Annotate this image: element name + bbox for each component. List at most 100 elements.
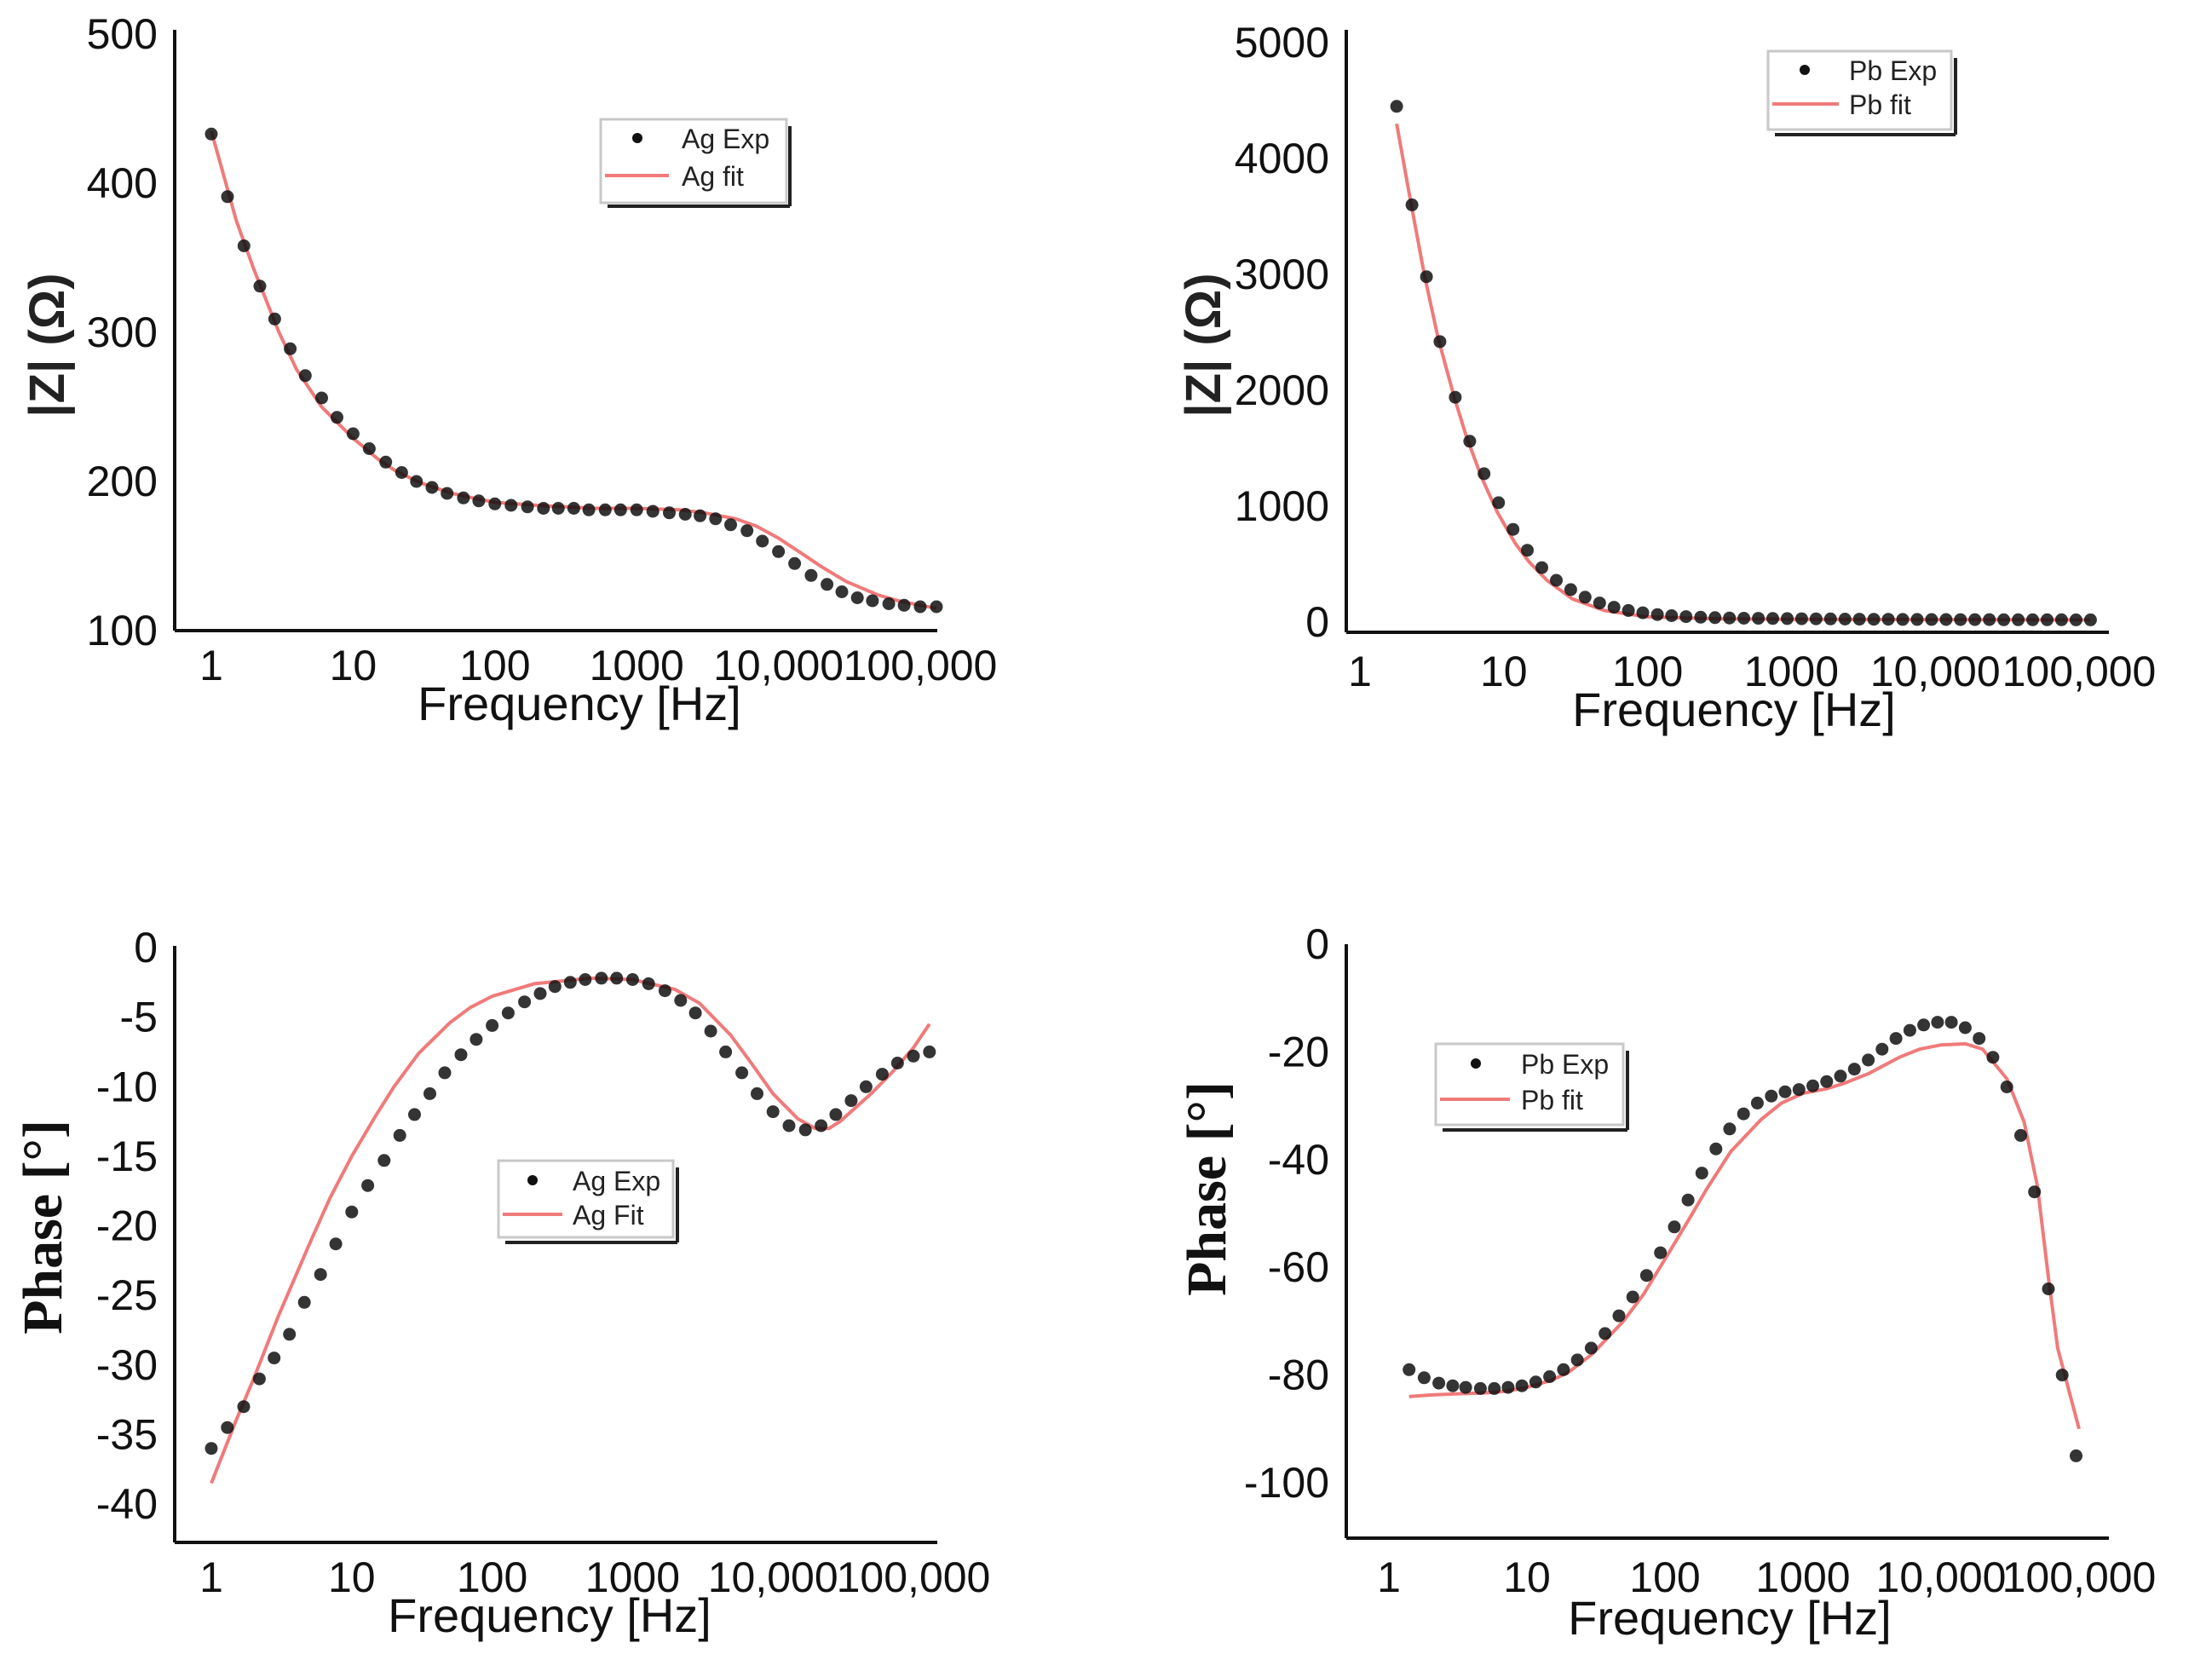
data-point	[548, 980, 562, 994]
legend-box	[1434, 1042, 1625, 1127]
data-point	[1543, 1370, 1557, 1383]
data-point	[393, 1128, 406, 1142]
data-point	[709, 512, 723, 526]
data-point	[1806, 1079, 1819, 1092]
data-point	[844, 1094, 858, 1108]
y-tick-label: -15	[96, 1133, 158, 1180]
data-point	[782, 1119, 796, 1133]
data-point	[1654, 1246, 1668, 1259]
x-tick-label: 100	[1629, 1553, 1700, 1601]
data-point	[1931, 1016, 1944, 1029]
data-point	[756, 534, 769, 548]
data-point	[1958, 1021, 1972, 1035]
data-point	[1492, 496, 1506, 510]
y-tick-label: 0	[1305, 598, 1329, 646]
data-point	[1968, 613, 1982, 626]
data-point	[766, 1105, 780, 1119]
data-point	[408, 1108, 421, 1121]
data-point	[1403, 1363, 1416, 1376]
data-point	[1529, 1375, 1542, 1389]
data-point	[2041, 613, 2054, 626]
data-point	[2083, 613, 2097, 626]
x-tick-label: 100	[457, 1553, 527, 1601]
data-point	[1723, 1122, 1737, 1136]
data-point	[1986, 1051, 2000, 1064]
data-point	[595, 971, 608, 985]
y-tick-label: -80	[1268, 1352, 1329, 1399]
data-point	[1983, 613, 1996, 626]
data-point	[815, 1119, 828, 1133]
data-point	[253, 280, 267, 293]
data-point	[1584, 1341, 1598, 1355]
data-point	[1578, 591, 1592, 604]
data-point	[882, 597, 896, 610]
data-point	[2028, 1185, 2042, 1199]
data-point	[361, 1179, 375, 1192]
data-point	[598, 503, 612, 516]
data-point	[298, 369, 312, 383]
data-point	[1612, 1309, 1626, 1323]
data-point	[1792, 1083, 1806, 1097]
legend-marker-exp	[632, 133, 642, 143]
data-point	[1501, 1380, 1515, 1394]
x-axis-title: Frequency [Hz]	[1568, 1591, 1892, 1645]
data-point	[221, 190, 234, 204]
x-tick-label: 100,000	[837, 1553, 991, 1601]
legend-marker-exp	[1471, 1058, 1481, 1069]
data-point	[1433, 335, 1447, 349]
data-point	[1668, 1220, 1681, 1234]
fit-line-pb-fit	[1395, 123, 2091, 622]
data-point	[719, 1045, 733, 1058]
data-point	[646, 504, 660, 518]
legend-label-exp: Ag Exp	[682, 124, 769, 154]
y-tick-label: 0	[134, 924, 158, 971]
y-tick-label: -25	[96, 1271, 158, 1319]
data-point	[1459, 1380, 1472, 1394]
data-point	[1478, 467, 1491, 481]
data-point	[2014, 1128, 2027, 1142]
data-point	[1944, 1016, 1958, 1029]
chart-pb-impedance-magnitude: 1 10 100 1000 10,000 100,000 0 1000 2000 3000 4000…	[1176, 19, 2156, 736]
data-point	[1420, 270, 1433, 284]
data-point	[2069, 613, 2082, 626]
data-point	[1390, 100, 1403, 113]
legend-label-exp: Pb Exp	[1849, 55, 1937, 86]
legend-marker-exp	[1800, 65, 1810, 75]
data-point	[630, 503, 643, 516]
legend: Ag Exp Ag fit	[599, 118, 792, 208]
data-point	[1449, 390, 1462, 404]
y-tick-label: -20	[1268, 1028, 1329, 1075]
data-point	[1506, 522, 1520, 536]
data-point	[204, 127, 218, 141]
data-point	[897, 598, 911, 612]
data-point	[1875, 1042, 1889, 1056]
data-point	[1910, 613, 1924, 626]
data-point	[1535, 561, 1548, 574]
data-point	[1405, 198, 1419, 211]
data-point	[658, 984, 671, 998]
x-tick-label: 100,000	[844, 642, 998, 689]
data-point	[1750, 1096, 1764, 1110]
data-point	[642, 977, 655, 990]
data-point	[521, 500, 534, 514]
data-point	[1997, 613, 2011, 626]
y-tick-label: 0	[1305, 920, 1329, 968]
data-point	[1823, 612, 1837, 625]
x-tick-label: 1	[199, 1553, 223, 1601]
x-tick-label: 1000	[1744, 648, 1839, 695]
data-point	[1463, 435, 1477, 448]
legend: Pb Exp Pb fit	[1766, 49, 1957, 136]
data-point	[252, 1372, 266, 1386]
data-point	[518, 995, 532, 1009]
data-point	[2000, 1081, 2013, 1093]
x-tick-label: 1	[199, 642, 223, 689]
data-point	[772, 545, 786, 558]
data-point	[1473, 1381, 1487, 1395]
data-point	[204, 1442, 218, 1455]
data-point	[875, 1068, 889, 1081]
data-point	[610, 971, 624, 985]
y-tick-label: -20	[96, 1202, 158, 1250]
y-tick-label: 3000	[1235, 251, 1329, 298]
data-point	[1622, 603, 1635, 617]
